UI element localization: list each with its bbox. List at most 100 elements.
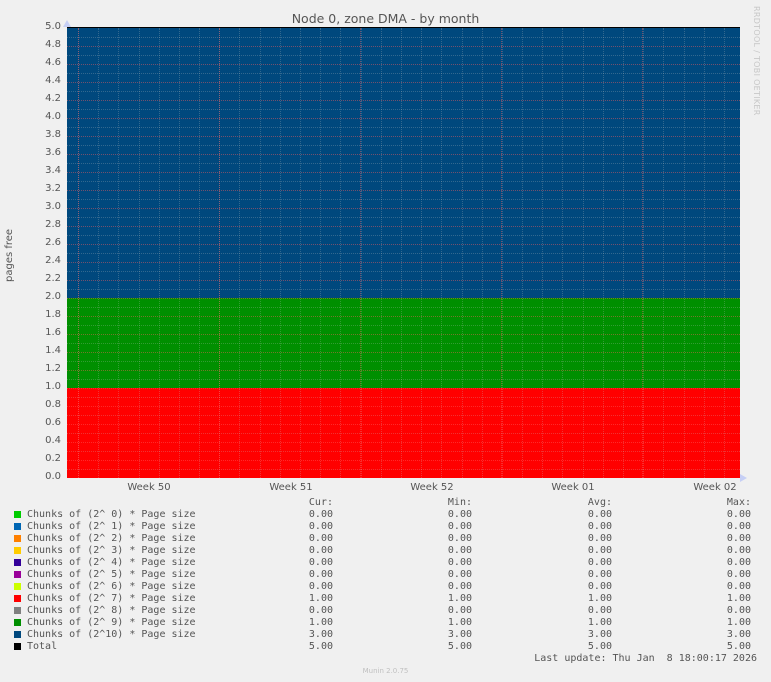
legend-max: 3.00 [726,629,751,640]
header-avg: Avg: [587,497,612,508]
legend-swatch-icon [14,511,21,518]
legend-cur: 0.00 [308,545,333,556]
y-tick-label: 0.0 [45,471,61,482]
plot-area [67,28,740,478]
chart-title: Node 0, zone DMA - by month [291,11,480,26]
header-min: Min: [447,497,472,508]
legend-cur: 5.00 [308,641,333,652]
legend-avg: 0.00 [587,581,612,592]
legend-max: 0.00 [726,605,751,616]
legend-row: Chunks of (2^ 8) * Page size 0.00 0.00 0.00… [0,605,771,617]
legend-row: Chunks of (2^ 6) * Page size 0.00 0.00 0.00… [0,581,771,593]
y-tick-label: 0.2 [45,453,61,464]
munin-version: Munin 2.0.75 [362,667,409,675]
y-tick-label: 5.0 [45,21,61,32]
y-tick-label: 3.8 [45,129,61,140]
y-tick-label: 2.4 [45,255,61,266]
x-tick-label: Week 51 [269,482,313,493]
legend-max: 0.00 [726,581,751,592]
legend-avg: 3.00 [587,629,612,640]
legend-row: Chunks of (2^ 3) * Page size 0.00 0.00 0.00… [0,545,771,557]
y-tick-label: 1.4 [45,345,61,356]
y-tick-label: 4.0 [45,111,61,122]
y-tick-label: 0.8 [45,399,61,410]
legend-swatch-icon [14,607,21,614]
legend-avg: 0.00 [587,545,612,556]
legend-min: 1.00 [447,617,472,628]
legend-max: 0.00 [726,557,751,568]
legend-avg: 0.00 [587,557,612,568]
area-band [67,28,740,298]
y-axis-arrow-icon [63,20,71,27]
legend-label: Chunks of (2^ 7) * Page size [27,593,196,604]
y-tick-label: 3.2 [45,183,61,194]
legend-min: 0.00 [447,557,472,568]
y-tick-label: 1.2 [45,363,61,374]
area-band [67,388,740,478]
legend-row: Chunks of (2^ 4) * Page size 0.00 0.00 0.00… [0,557,771,569]
y-tick-label: 4.6 [45,57,61,68]
y-axis-label: pages free [4,228,15,282]
legend-label: Chunks of (2^ 8) * Page size [27,605,196,616]
legend-avg: 0.00 [587,569,612,580]
legend-header-row: Cur: Min: Avg: Max: [0,497,771,509]
legend-max: 0.00 [726,509,751,520]
legend-swatch-icon [14,595,21,602]
legend-row: Total 5.00 5.00 5.00 5.00 [0,641,771,653]
legend-avg: 0.00 [587,605,612,616]
y-tick-label: 1.0 [45,381,61,392]
legend-label: Chunks of (2^ 3) * Page size [27,545,196,556]
legend-cur: 0.00 [308,521,333,532]
legend-label: Chunks of (2^ 9) * Page size [27,617,196,628]
legend-label: Chunks of (2^ 4) * Page size [27,557,196,568]
y-tick-label: 2.8 [45,219,61,230]
legend-row: Chunks of (2^ 9) * Page size 1.00 1.00 1.00… [0,617,771,629]
y-tick-label: 3.0 [45,201,61,212]
legend-avg: 0.00 [587,521,612,532]
legend-swatch-icon [14,643,21,650]
legend-min: 1.00 [447,593,472,604]
x-tick-label: Week 02 [693,482,737,493]
legend-label: Total [27,641,58,652]
legend-swatch-icon [14,547,21,554]
legend-cur: 0.00 [308,533,333,544]
legend-avg: 5.00 [587,641,612,652]
legend-cur: 1.00 [308,617,333,628]
legend-avg: 1.00 [587,617,612,628]
legend-avg: 0.00 [587,509,612,520]
legend-cur: 0.00 [308,557,333,568]
y-tick-label: 1.8 [45,309,61,320]
legend-row: Chunks of (2^10) * Page size 3.00 3.00 3.00… [0,629,771,641]
legend-cur: 3.00 [308,629,333,640]
legend-label: Chunks of (2^ 2) * Page size [27,533,196,544]
legend-label: Chunks of (2^ 1) * Page size [27,521,196,532]
legend-max: 1.00 [726,617,751,628]
legend-row: Chunks of (2^ 2) * Page size 0.00 0.00 0.00… [0,533,771,545]
legend-min: 0.00 [447,545,472,556]
legend-min: 3.00 [447,629,472,640]
legend-max: 0.00 [726,569,751,580]
y-tick-label: 2.2 [45,273,61,284]
y-tick-label: 4.8 [45,39,61,50]
y-tick-label: 3.4 [45,165,61,176]
x-tick-label: Week 01 [551,482,595,493]
legend-min: 0.00 [447,581,472,592]
legend-swatch-icon [14,559,21,566]
legend-cur: 0.00 [308,605,333,616]
legend-max: 0.00 [726,521,751,532]
legend-max: 0.00 [726,533,751,544]
y-tick-label: 1.6 [45,327,61,338]
legend-min: 0.00 [447,521,472,532]
legend-label: Chunks of (2^ 0) * Page size [27,509,196,520]
legend-row: Chunks of (2^ 7) * Page size 1.00 1.00 1.00… [0,593,771,605]
y-tick-label: 4.4 [45,75,61,86]
legend-label: Chunks of (2^ 6) * Page size [27,581,196,592]
x-tick-label: Week 50 [127,482,171,493]
legend-max: 0.00 [726,545,751,556]
y-tick-label: 2.6 [45,237,61,248]
legend-cur: 1.00 [308,593,333,604]
legend-swatch-icon [14,523,21,530]
legend-swatch-icon [14,535,21,542]
y-tick-label: 0.6 [45,417,61,428]
legend-max: 5.00 [726,641,751,652]
